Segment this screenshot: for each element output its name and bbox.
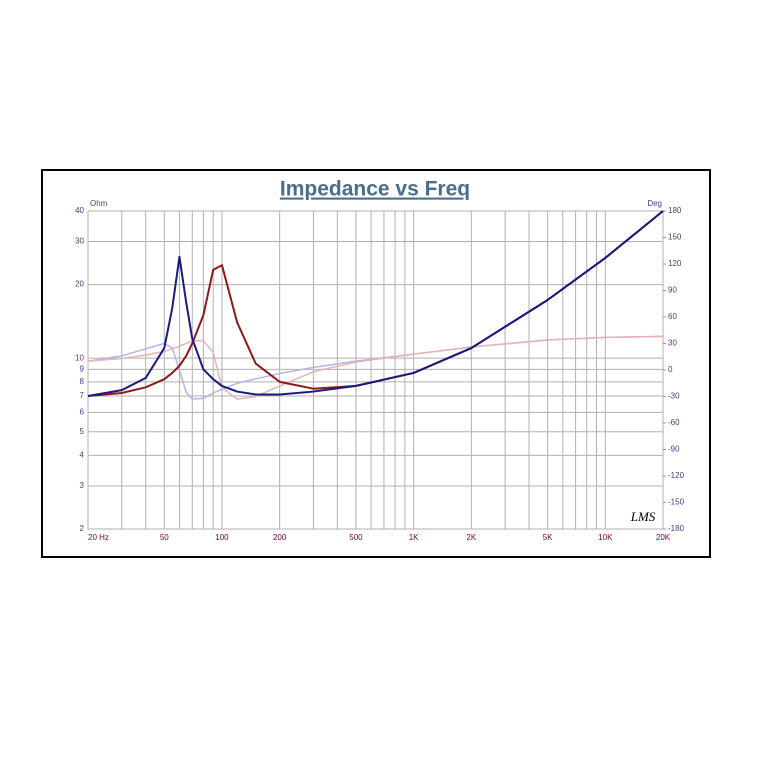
x-tick-label: 5K xyxy=(543,533,553,542)
y2-tick-label: 150 xyxy=(668,233,682,242)
y-tick-label: 5 xyxy=(80,427,85,436)
y2-tick-label: 60 xyxy=(668,312,677,321)
y2-axis-label: Deg xyxy=(647,199,662,208)
y2-tick-label: 120 xyxy=(668,259,682,268)
y-axis-label: Ohm xyxy=(90,199,108,208)
y-tick-label: 30 xyxy=(75,237,84,246)
y-tick-label: 2 xyxy=(80,524,85,533)
x-tick-label: 20K xyxy=(656,533,671,542)
watermark: LMS xyxy=(630,509,656,524)
y2-tick-label: -180 xyxy=(668,524,685,533)
y-tick-label: 8 xyxy=(80,377,85,386)
y-tick-label: 6 xyxy=(80,407,85,416)
x-tick-label: 500 xyxy=(349,533,363,542)
y2-tick-label: -60 xyxy=(668,418,680,427)
y2-tick-label: 30 xyxy=(668,339,677,348)
y-tick-label: 10 xyxy=(75,353,84,362)
y-tick-label: 40 xyxy=(75,206,84,215)
x-tick-label: 2K xyxy=(466,533,476,542)
y2-tick-label: 0 xyxy=(668,365,673,374)
x-tick-label: 50 xyxy=(160,533,169,542)
x-tick-label: 200 xyxy=(273,533,287,542)
y-tick-label: 3 xyxy=(80,481,85,490)
series-line xyxy=(87,335,664,400)
y-tick-label: 7 xyxy=(80,391,85,400)
x-tick-label: 1K xyxy=(409,533,419,542)
y2-tick-label: 90 xyxy=(668,286,677,295)
x-tick-label: 100 xyxy=(215,533,229,542)
y2-tick-label: -30 xyxy=(668,392,680,401)
x-tick-label: 20 Hz xyxy=(88,533,109,542)
x-tick-label: 10K xyxy=(598,533,613,542)
y2-tick-label: 180 xyxy=(668,206,682,215)
y-tick-label: 20 xyxy=(75,280,84,289)
chart-title: Impedance vs Freq xyxy=(280,178,470,201)
series-line xyxy=(87,210,664,398)
y2-tick-label: -90 xyxy=(668,445,680,454)
y2-tick-label: -150 xyxy=(668,498,685,507)
y-tick-label: 9 xyxy=(80,364,85,373)
y-tick-label: 4 xyxy=(80,451,85,460)
plot-area xyxy=(87,210,664,530)
y2-tick-label: -120 xyxy=(668,471,685,480)
